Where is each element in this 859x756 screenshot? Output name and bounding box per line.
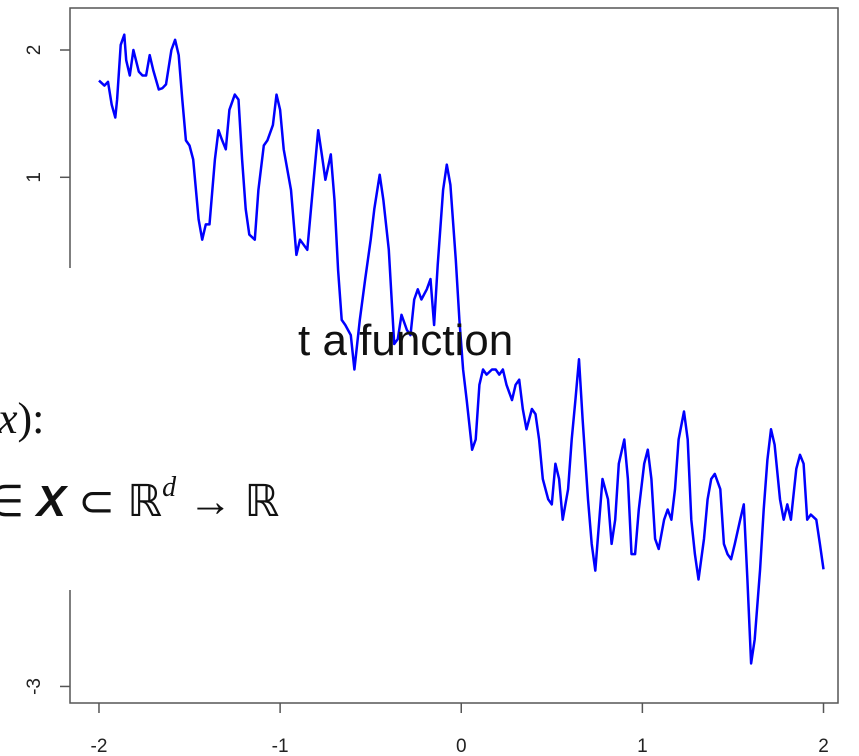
y-tick-label: 2 <box>24 45 45 56</box>
overlay-backdrop <box>0 268 96 590</box>
annotation-text: → ℝ <box>176 477 279 526</box>
annotation-text: x <box>0 394 18 443</box>
x-tick-label: -2 <box>91 736 108 756</box>
x-tick-label: 0 <box>456 736 467 756</box>
annotation-text: ⊂ ℝ <box>66 477 162 526</box>
annotation: x): <box>0 394 44 443</box>
annotation-text: X <box>34 477 69 526</box>
x-tick-label: 2 <box>818 736 829 756</box>
annotation-text: ): <box>18 394 45 443</box>
data-line <box>98 33 825 665</box>
y-tick-label: -3 <box>24 678 45 695</box>
annotation-text: d <box>162 472 177 503</box>
annotation-text: t a function <box>298 316 513 365</box>
plot-area: -2 -1 0 1 2 2 1 -3 <box>24 7 839 756</box>
annotation: ∈ X ⊂ ℝd → ℝ <box>0 472 280 526</box>
annotation: t a function <box>298 316 513 365</box>
annotation-text: ∈ <box>0 477 37 526</box>
y-tick-label: 1 <box>24 172 45 183</box>
x-tick-label: 1 <box>637 736 648 756</box>
x-tick-label: -1 <box>272 736 289 756</box>
